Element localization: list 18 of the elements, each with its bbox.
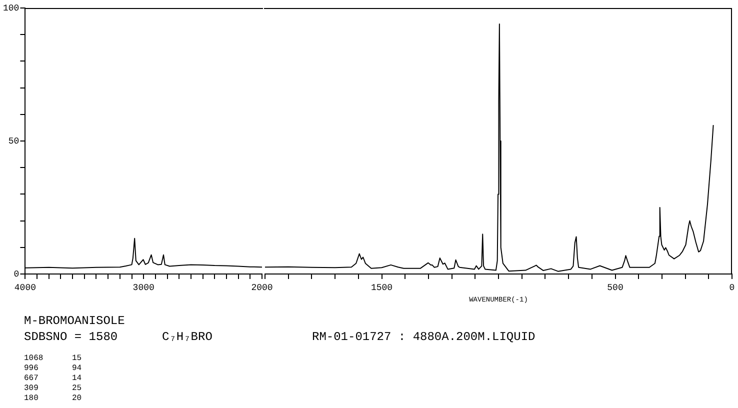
x-tick-label: 4000 [14, 282, 36, 293]
text: M-BROMOANISOLE [24, 314, 126, 328]
x-tick-label: 2000 [251, 282, 273, 293]
x-tick-label: 500 [607, 282, 624, 293]
text: 1068 15 [24, 354, 83, 364]
y-tick-label: 100 [3, 3, 20, 14]
text: RM-01-01727 : 4880A.200M.LIQUID [312, 330, 536, 344]
text: 180 20 [24, 394, 83, 404]
text: C₇H₇BRO [162, 330, 214, 344]
x-tick-label: 1500 [370, 282, 393, 293]
x-tick-label: 3000 [132, 282, 154, 293]
text: 667 14 [24, 374, 83, 384]
text: 996 94 [24, 364, 83, 374]
y-tick-label: 0 [14, 269, 20, 280]
x-tick-label: 0 [729, 282, 735, 293]
text: 309 25 [24, 384, 83, 394]
y-tick-label: 50 [8, 136, 20, 146]
text: SDBSNO = 1580 [24, 330, 119, 344]
